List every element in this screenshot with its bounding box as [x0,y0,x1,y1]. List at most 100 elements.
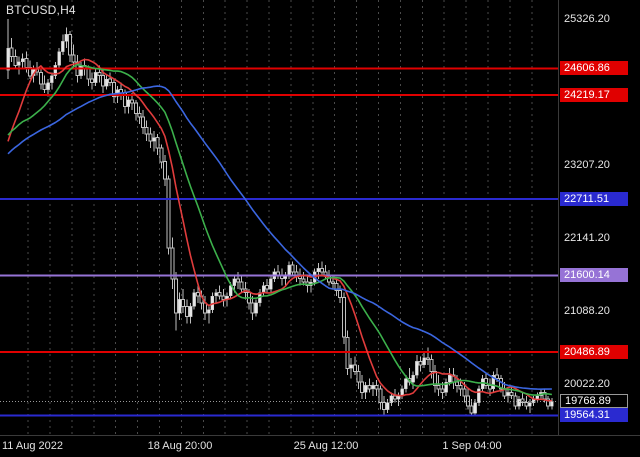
candle [104,78,109,87]
candle [207,309,211,314]
price-level-tag: 24606.86 [560,61,628,75]
candle [447,374,452,383]
price-axis[interactable]: 25326.20 23207.20 22141.20 21088.20 20022.20… [558,0,640,435]
candle [217,292,222,297]
candle [111,82,116,97]
candle [181,298,186,307]
candles-group [6,18,554,417]
candle [418,360,423,366]
candle [316,268,320,272]
candle [133,102,138,114]
candle [162,161,167,180]
candle [487,384,492,390]
candle [360,381,365,393]
candle [265,285,270,290]
candle [509,391,514,397]
candle [381,402,386,411]
candle [57,51,61,66]
candle [364,385,368,393]
price-tick-label: 25326.20 [564,13,610,25]
candle [126,99,131,107]
candle [13,55,18,66]
candle [444,381,448,393]
candle [93,72,98,83]
candle [38,71,43,85]
candle [528,402,532,407]
time-axis[interactable]: 11 Aug 2022 18 Aug 20:00 25 Aug 12:00 1 Sep… [0,435,640,457]
candle [61,41,65,52]
candle [177,299,182,314]
candle [411,374,415,383]
candle [159,147,164,163]
candle [517,399,521,407]
candle [235,278,240,283]
candle [269,278,273,290]
candle [90,78,94,84]
time-label: 11 Aug 2022 [2,440,63,452]
price-level-tag: 24219.17 [560,88,628,102]
moving-averages [7,58,553,402]
candle [192,292,196,307]
candle [385,402,390,410]
price-level-tag: 20486.89 [560,345,628,359]
candle [356,371,361,383]
candle [232,278,237,286]
candle [378,388,383,404]
candle [371,385,375,389]
candle [352,364,357,373]
candle [374,384,379,390]
candle [404,378,408,390]
candle [389,395,393,403]
ma-line-10 [7,58,552,402]
candle [173,278,178,314]
candle [144,126,149,135]
time-label: 18 Aug 20:00 [147,440,213,452]
candle [42,83,47,90]
candle [152,137,156,142]
candle [79,65,83,76]
candle [484,378,489,387]
candle [221,295,226,300]
candle [239,281,244,290]
candle [506,392,510,396]
candle [46,82,50,90]
candle [491,374,496,390]
candlestick-chart[interactable]: BTCUSD,H4 [0,0,558,435]
candle [301,278,306,283]
candle [148,133,153,142]
candle [214,292,218,297]
candle [50,75,54,83]
candle [425,357,430,360]
candle [465,395,470,407]
candle [137,113,142,118]
candle [477,388,481,403]
candle [68,33,72,56]
candle [141,116,145,128]
candle [287,264,291,276]
price-level-tag: 22711.51 [560,192,628,206]
candle [195,292,200,297]
candle [440,388,445,393]
ma-line-20 [7,63,553,396]
price-tick-label: 22141.20 [564,232,610,244]
candle [71,54,76,63]
candle [24,58,29,68]
candle [100,75,105,87]
candle [415,361,419,376]
candle [9,47,14,58]
period-separators [27,0,533,435]
candle [290,264,295,273]
candle [550,401,554,407]
price-tick-label: 20022.20 [564,378,610,390]
time-label: 1 Sep 04:00 [442,440,502,452]
candle [188,306,193,317]
price-tick-label: 21088.20 [564,305,610,317]
ma-line-45 [7,85,552,391]
candle [436,384,441,390]
chart-canvas[interactable] [0,0,558,435]
price-tick-label: 23207.20 [564,159,610,171]
candle [108,78,113,84]
candle [319,267,324,273]
candle [495,374,500,380]
